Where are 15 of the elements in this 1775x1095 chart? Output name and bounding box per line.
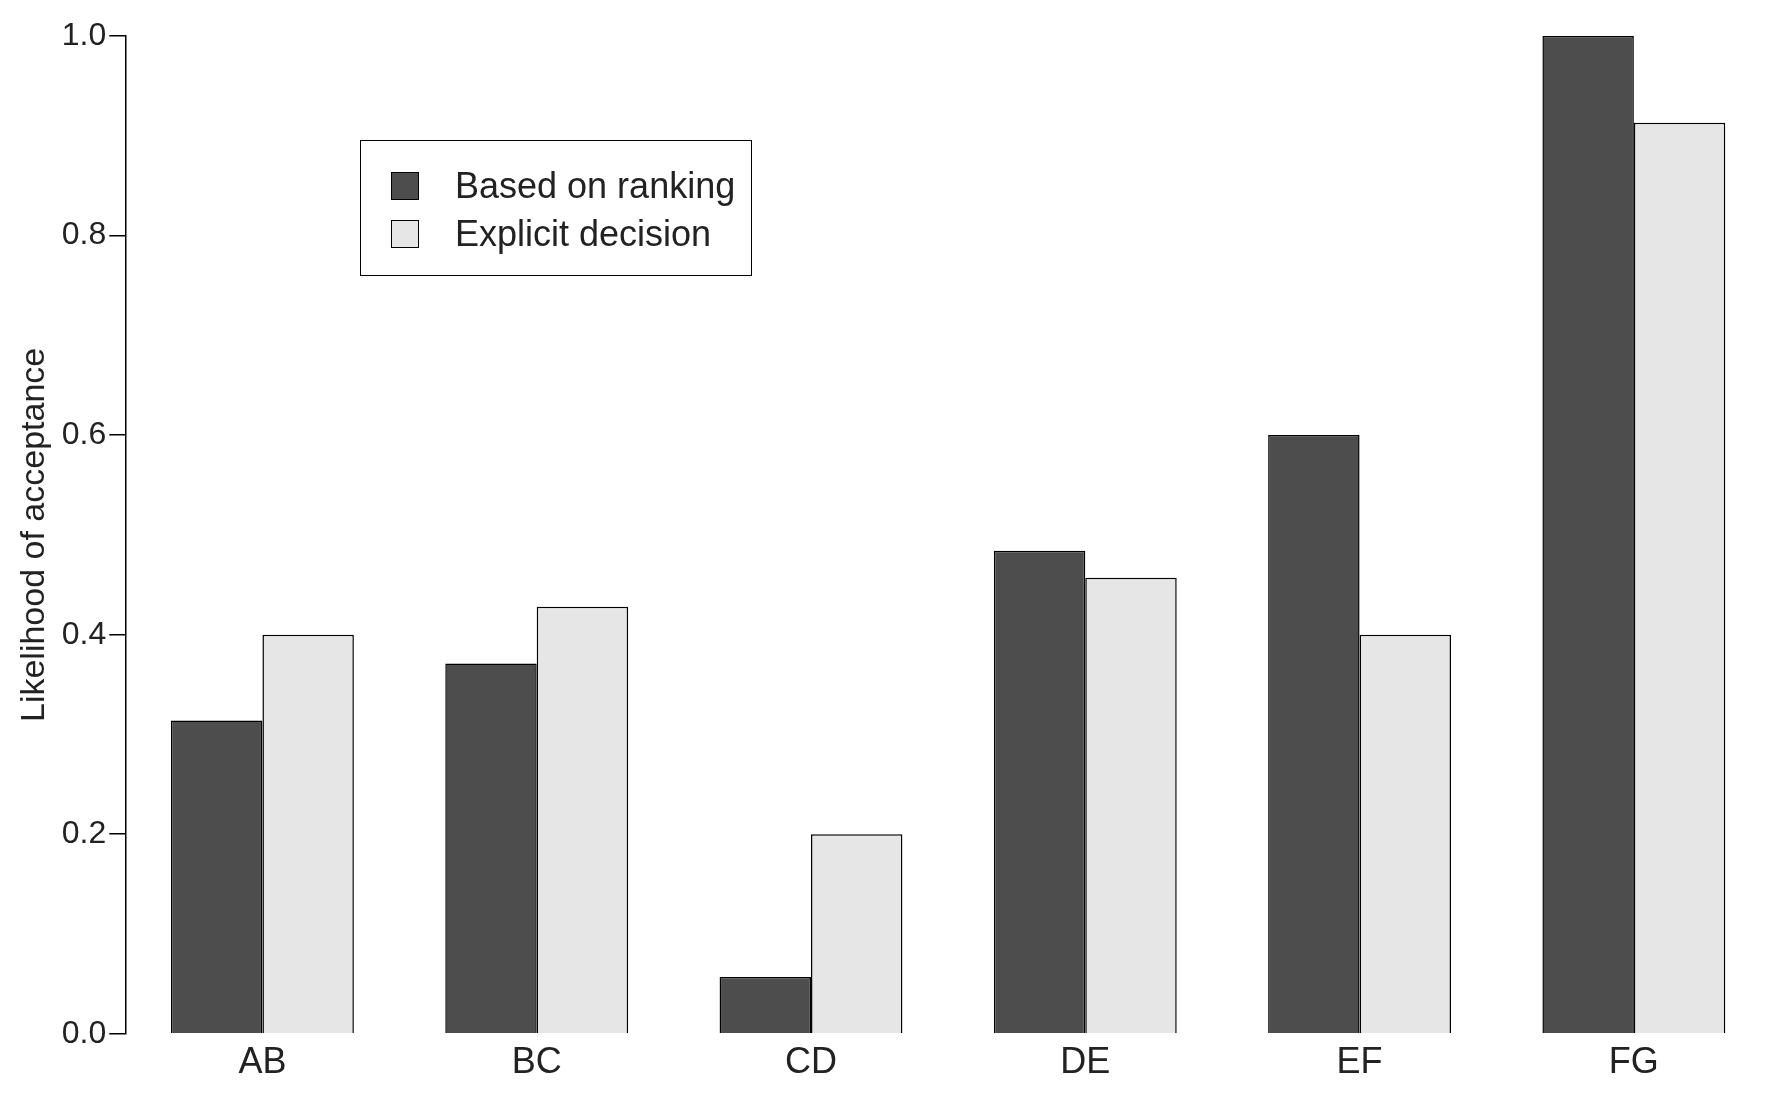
x-tick-label: BC (511, 1040, 562, 1082)
legend-label: Explicit decision (455, 213, 712, 255)
y-axis-title: Likelihood of acceptance (12, 347, 51, 723)
y-tick-label: 0.8 (61, 215, 107, 252)
x-tick-label: AB (238, 1040, 287, 1082)
legend-label: Based on ranking (455, 165, 736, 207)
y-tick-label: 0.6 (61, 414, 107, 451)
y-tick-label: 1.0 (61, 15, 107, 52)
y-tick-label: 0.2 (61, 814, 107, 851)
y-tick-label: 0.4 (61, 614, 107, 651)
x-tick-label: EF (1336, 1040, 1383, 1082)
y-tick-label: 0.0 (61, 1013, 107, 1050)
x-tick-label: DE (1060, 1040, 1111, 1082)
x-tick-label: FG (1608, 1040, 1659, 1082)
x-tick-label: CD (785, 1040, 837, 1082)
